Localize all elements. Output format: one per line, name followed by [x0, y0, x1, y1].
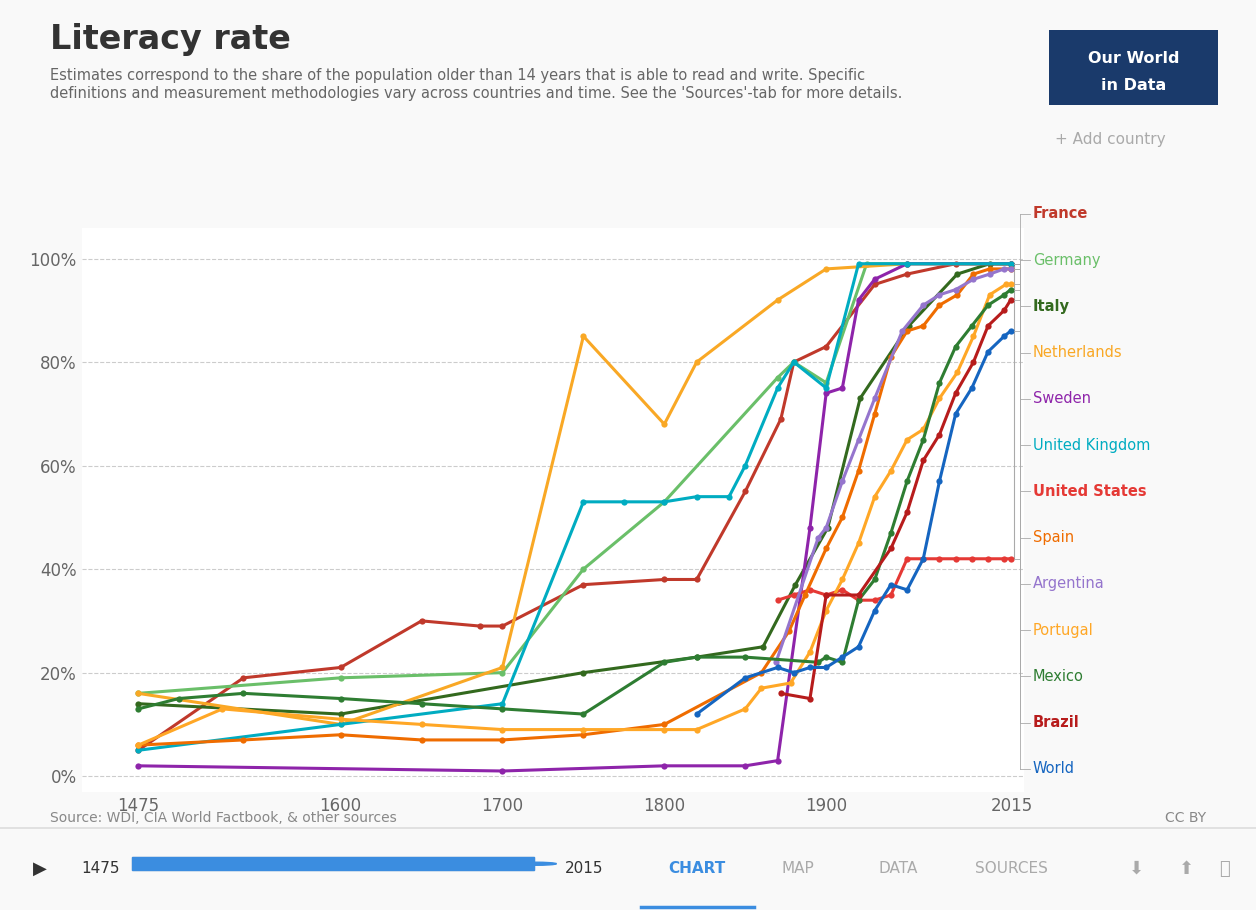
Text: Netherlands: Netherlands [1032, 345, 1123, 360]
Text: Estimates correspond to the share of the population older than 14 years that is : Estimates correspond to the share of the… [50, 68, 903, 101]
Text: in Data: in Data [1102, 78, 1166, 94]
Text: ⤢: ⤢ [1220, 860, 1230, 877]
Text: United States: United States [1032, 484, 1147, 499]
Text: France: France [1032, 207, 1088, 221]
Text: Sweden: Sweden [1032, 391, 1090, 407]
Circle shape [511, 862, 556, 865]
Text: DATA: DATA [878, 861, 918, 876]
Text: SOURCES: SOURCES [975, 861, 1048, 876]
Text: United Kingdom: United Kingdom [1032, 438, 1150, 452]
Text: Argentina: Argentina [1032, 576, 1104, 592]
Text: Source: WDI, CIA World Factbook, & other sources: Source: WDI, CIA World Factbook, & other… [50, 812, 397, 825]
Text: World: World [1032, 762, 1075, 776]
Text: ⬇: ⬇ [1129, 860, 1144, 877]
Text: Italy: Italy [1032, 298, 1070, 314]
Text: Mexico: Mexico [1032, 669, 1084, 684]
Bar [132, 857, 534, 870]
Text: CC BY: CC BY [1164, 812, 1206, 825]
Text: Literacy rate: Literacy rate [50, 23, 291, 56]
Text: 1475: 1475 [82, 861, 121, 876]
Text: CHART: CHART [668, 861, 726, 876]
Text: ⬆: ⬆ [1179, 860, 1194, 877]
Text: MAP: MAP [781, 861, 814, 876]
Text: Our World: Our World [1088, 51, 1179, 66]
Text: Germany: Germany [1032, 253, 1100, 268]
Text: Spain: Spain [1032, 531, 1074, 545]
Bar [132, 857, 534, 870]
Text: Portugal: Portugal [1032, 622, 1094, 638]
Text: + Add country: + Add country [1055, 132, 1166, 147]
Text: 2015: 2015 [565, 861, 604, 876]
Text: ▶: ▶ [33, 860, 48, 877]
Text: Brazil: Brazil [1032, 715, 1079, 730]
